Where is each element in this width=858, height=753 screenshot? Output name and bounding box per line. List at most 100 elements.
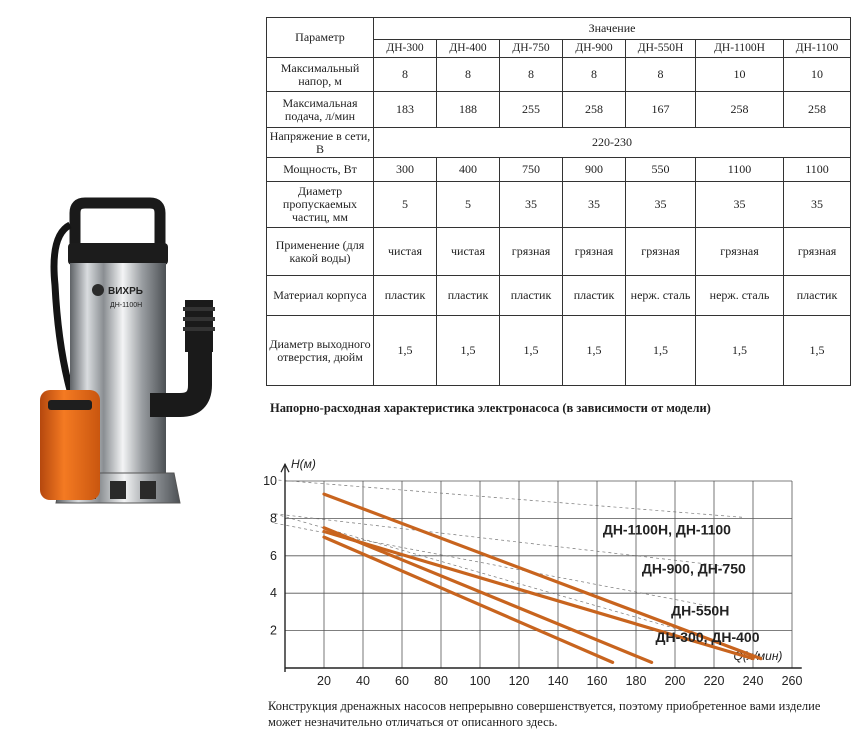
value-cell: 35	[782, 181, 852, 228]
value-cell: 35	[625, 181, 696, 228]
value-cell: грязная	[562, 227, 626, 276]
value-cell: 8	[499, 57, 563, 92]
value-cell: 183	[373, 91, 437, 128]
footnote: Конструкция дренажных насосов непрерывно…	[268, 699, 821, 729]
value-cell: 5	[436, 181, 500, 228]
row-label: Мощность, Вт	[266, 157, 374, 182]
value-cell: 1,5	[782, 315, 852, 386]
chart-title: Напорно-расходная характеристика электро…	[270, 401, 711, 415]
value-header: Значение	[372, 17, 852, 40]
y-axis-label: H(м)	[291, 457, 316, 471]
y-tick-label: 10	[263, 474, 277, 488]
value-cell: грязная	[695, 227, 784, 276]
value-cell: 1100	[695, 157, 784, 182]
pump-product-image: ВИХРЬ ДН-1100Н	[40, 197, 215, 504]
value-cell: пластик	[562, 275, 626, 316]
table-row: Диаметр пропускаемых частиц, мм 5 5 35 35 35 3…	[266, 181, 852, 228]
row-label: Напряжение в сети, В	[266, 127, 374, 158]
value-cell: 35	[499, 181, 563, 228]
value-cell: 35	[562, 181, 626, 228]
svg-text:ДН-1100Н: ДН-1100Н	[110, 302, 142, 309]
model-header: ДН-1100	[782, 39, 852, 58]
value-cell: 400	[436, 157, 500, 182]
y-tick-label: 2	[270, 624, 277, 638]
value-cell: 900	[562, 157, 626, 182]
x-tick-label: 240	[743, 674, 764, 688]
value-cell: пластик	[373, 275, 437, 316]
value-cell: пластик	[782, 275, 852, 316]
value-cell: 1,5	[373, 315, 437, 386]
value-cell: 35	[695, 181, 784, 228]
value-cell: чистая	[436, 227, 500, 276]
value-cell: нерж. сталь	[695, 275, 784, 316]
x-tick-label: 180	[626, 674, 647, 688]
table-row: Материал корпуса пластик пластик пластик пла…	[266, 275, 852, 316]
value-cell: 10	[695, 57, 784, 92]
table-row: Максимальная подача, л/мин 183 188 255 258 16…	[266, 91, 852, 128]
row-label: Материал корпуса	[266, 275, 374, 316]
row-label: Диаметр выходного отверстия, дюйм	[266, 315, 374, 386]
value-cell: 8	[373, 57, 437, 92]
y-tick-label: 8	[270, 511, 277, 525]
model-header: ДН-1100Н	[695, 39, 784, 58]
x-tick-label: 220	[704, 674, 725, 688]
brand-logo: ВИХРЬ ДН-1100Н	[92, 284, 143, 309]
value-cell: 1100	[782, 157, 852, 182]
value-cell: 167	[625, 91, 696, 128]
x-tick-label: 40	[356, 674, 370, 688]
series-label: ДН-550Н	[671, 603, 729, 619]
value-cell: пластик	[436, 275, 500, 316]
series-label: ДН-300, ДН-400	[656, 629, 760, 645]
value-cell: 258	[695, 91, 784, 128]
series-line	[322, 529, 755, 661]
y-tick-label: 6	[270, 549, 277, 563]
value-cell: грязная	[782, 227, 852, 276]
value-cell: 8	[436, 57, 500, 92]
value-cell: 258	[782, 91, 852, 128]
x-tick-label: 60	[395, 674, 409, 688]
y-axis-arrow	[280, 462, 290, 473]
row-label: Максимальный напор, м	[266, 57, 374, 92]
y-tick-label: 4	[270, 586, 277, 600]
value-cell: 1,5	[436, 315, 500, 386]
model-header: ДН-550Н	[625, 39, 696, 58]
table-row: Напряжение в сети, В 220-230	[266, 127, 852, 158]
x-tick-label: 80	[434, 674, 448, 688]
value-cell: 5	[373, 181, 437, 228]
value-cell: грязная	[625, 227, 696, 276]
param-header: Параметр	[266, 17, 374, 58]
model-header: ДН-300	[373, 39, 437, 58]
value-cell: 1,5	[695, 315, 784, 386]
x-tick-label: 200	[665, 674, 686, 688]
series-line	[322, 535, 615, 664]
x-tick-label: 120	[509, 674, 530, 688]
x-tick-label: 100	[470, 674, 491, 688]
value-cell: 300	[373, 157, 437, 182]
value-cell: 188	[436, 91, 500, 128]
x-tick-label: 160	[587, 674, 608, 688]
guide-line	[274, 513, 726, 567]
table-row: Мощность, Вт 300 400 750 900 550 1100 1100	[266, 157, 852, 182]
value-cell: 1,5	[625, 315, 696, 386]
value-cell: 8	[562, 57, 626, 92]
value-cell: грязная	[499, 227, 563, 276]
x-tick-label: 20	[317, 674, 331, 688]
row-label: Максимальная подача, л/мин	[266, 91, 374, 128]
value-cell: 10	[782, 57, 852, 92]
table-header-row: Параметр Значение	[266, 17, 852, 58]
series-label: ДН-900, ДН-750	[642, 561, 746, 577]
x-tick-label: 260	[782, 674, 803, 688]
row-label: Применение (для какой воды)	[266, 227, 374, 276]
series-line	[322, 492, 763, 661]
value-cell: 1,5	[562, 315, 626, 386]
series-line	[322, 526, 654, 664]
value-cell: пластик	[499, 275, 563, 316]
value-cell: чистая	[373, 227, 437, 276]
value-cell: 1,5	[499, 315, 563, 386]
value-cell: 258	[562, 91, 626, 128]
svg-text:ВИХРЬ: ВИХРЬ	[108, 286, 143, 297]
value-cell: 8	[625, 57, 696, 92]
guide-line	[274, 513, 687, 632]
value-cell: 550	[625, 157, 696, 182]
table-row: Применение (для какой воды) чистая чистая г…	[266, 227, 852, 276]
